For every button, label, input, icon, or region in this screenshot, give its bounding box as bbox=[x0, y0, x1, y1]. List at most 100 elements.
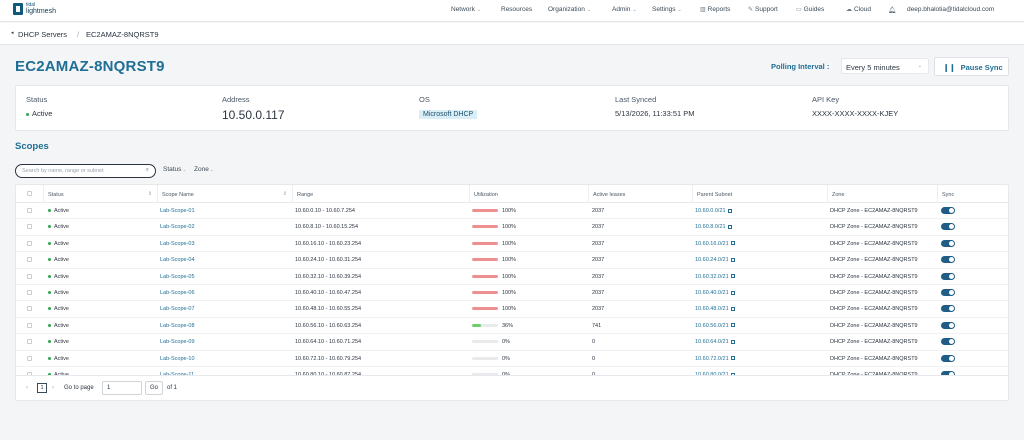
zone-filter[interactable]: Zone⌄ bbox=[194, 166, 214, 173]
row-checkbox[interactable] bbox=[27, 372, 32, 375]
scope-name-link[interactable]: Lab-Scope-10 bbox=[160, 355, 195, 362]
nav-reports[interactable]: ▥ Reports bbox=[700, 6, 730, 13]
table-row[interactable]: Active Lab-Scope-04 10.60.24.10 - 10.60.31… bbox=[16, 252, 1008, 269]
user-menu[interactable]: deep.bhalotia@tidalcloud.com bbox=[907, 6, 994, 13]
chevron-left-icon[interactable]: ◂ bbox=[11, 30, 14, 36]
scope-name-link[interactable]: Lab-Scope-05 bbox=[160, 273, 195, 280]
scope-name-link[interactable]: Lab-Scope-08 bbox=[160, 322, 195, 329]
sync-toggle[interactable] bbox=[941, 305, 955, 313]
row-status: Active bbox=[48, 224, 69, 230]
nav-settings[interactable]: Settings ⌄ bbox=[652, 6, 682, 13]
row-checkbox[interactable] bbox=[27, 322, 32, 328]
table-row[interactable]: Active Lab-Scope-10 10.60.72.10 - 10.60.79… bbox=[16, 351, 1008, 367]
nav-cloud[interactable]: ☁ Cloud bbox=[846, 6, 871, 13]
page-number[interactable]: 1 bbox=[37, 383, 47, 393]
scope-name-link[interactable]: Lab-Scope-07 bbox=[160, 306, 195, 313]
header-status[interactable]: Status ⇕ bbox=[43, 185, 157, 203]
parent-subnet-link[interactable]: 10.60.80.0/21 bbox=[695, 372, 735, 375]
parent-subnet-link[interactable]: 10.60.56.0/21 bbox=[695, 323, 735, 329]
scope-name-link[interactable]: Lab-Scope-09 bbox=[160, 339, 195, 346]
row-checkbox[interactable] bbox=[27, 240, 32, 246]
scope-name-link[interactable]: Lab-Scope-01 bbox=[160, 208, 195, 214]
sync-toggle[interactable] bbox=[941, 239, 955, 247]
row-checkbox[interactable] bbox=[27, 208, 32, 213]
parent-subnet-link[interactable]: 10.60.48.0/21 bbox=[695, 306, 735, 312]
bell-icon[interactable]: 🔔︎ bbox=[888, 7, 897, 14]
go-button[interactable]: Go bbox=[145, 381, 163, 395]
row-checkbox[interactable] bbox=[27, 290, 32, 295]
parent-subnet-link[interactable]: 10.60.24.0/21 bbox=[695, 257, 735, 263]
row-checkbox[interactable] bbox=[27, 306, 32, 312]
table-row[interactable]: Active Lab-Scope-05 10.60.32.10 - 10.60.39… bbox=[16, 269, 1008, 285]
scope-name-link[interactable]: Lab-Scope-03 bbox=[160, 240, 195, 247]
table-row[interactable]: Active Lab-Scope-01 10.60.0.10 - 10.60.7.2… bbox=[16, 203, 1008, 220]
row-status-text: Active bbox=[54, 339, 69, 346]
polling-interval-select[interactable]: Every 5 minutes ⌄ bbox=[841, 58, 929, 74]
sync-toggle[interactable] bbox=[941, 338, 955, 346]
chevron-left-icon[interactable]: ‹ bbox=[26, 385, 28, 391]
sync-toggle[interactable] bbox=[941, 289, 955, 296]
row-checkbox[interactable] bbox=[27, 257, 32, 263]
page-input[interactable]: 1 bbox=[102, 381, 142, 395]
utilization-bar bbox=[472, 258, 498, 262]
row-checkbox[interactable] bbox=[27, 224, 32, 230]
parent-subnet-link[interactable]: 10.60.0.0/21 bbox=[695, 208, 732, 214]
table-row[interactable]: Active Lab-Scope-09 10.60.64.10 - 10.60.71… bbox=[16, 334, 1008, 351]
breadcrumb-parent[interactable]: DHCP Servers bbox=[18, 30, 68, 39]
nav-admin[interactable]: Admin ⌄ bbox=[612, 6, 637, 13]
select-all-checkbox[interactable] bbox=[27, 191, 32, 196]
table-row[interactable]: Active Lab-Scope-08 10.60.56.10 - 10.60.63… bbox=[16, 318, 1008, 335]
parent-subnet-link[interactable]: 10.60.8.0/21 bbox=[695, 224, 732, 230]
utilization-bar bbox=[472, 373, 498, 375]
sync-toggle[interactable] bbox=[941, 354, 955, 362]
scope-name-link[interactable]: Lab-Scope-06 bbox=[160, 290, 195, 296]
pause-sync-button[interactable]: ❙❙ Pause Sync bbox=[934, 57, 1009, 76]
row-checkbox[interactable] bbox=[27, 273, 32, 279]
brand-logo[interactable]: tidal lightmesh bbox=[13, 3, 56, 15]
os-label: OS bbox=[419, 95, 430, 104]
table-row[interactable]: Active Lab-Scope-02 10.60.8.10 - 10.60.15.… bbox=[16, 219, 1008, 236]
sync-toggle[interactable] bbox=[941, 223, 955, 231]
sync-toggle[interactable] bbox=[941, 256, 955, 264]
nav-guides[interactable]: ▭ Guides bbox=[796, 6, 824, 13]
status-filter[interactable]: Status⌄ bbox=[163, 166, 186, 173]
status-dot bbox=[48, 373, 51, 375]
sync-toggle[interactable] bbox=[941, 207, 955, 214]
sync-toggle[interactable] bbox=[941, 321, 955, 329]
parent-subnet-link[interactable]: 10.60.32.0/21 bbox=[695, 274, 735, 280]
nav-resources-label: Resources bbox=[501, 6, 533, 13]
table-row[interactable]: Active Lab-Scope-11 10.60.80.10 - 10.60.87… bbox=[16, 367, 1008, 375]
row-checkbox[interactable] bbox=[27, 355, 32, 361]
nav-organization[interactable]: Organization ⌄ bbox=[548, 6, 591, 13]
chevron-right-icon[interactable]: › bbox=[52, 385, 54, 391]
utilization-bar bbox=[472, 291, 498, 294]
scopes-table: Status ⇕ Scope Name ⇕ Range Utilization Ac… bbox=[15, 184, 1009, 401]
utilization-fill bbox=[472, 241, 498, 245]
header-name[interactable]: Scope Name ⇕ bbox=[157, 185, 292, 203]
sync-toggle[interactable] bbox=[941, 371, 955, 375]
scope-range: 10.60.48.10 - 10.60.55.254 bbox=[295, 306, 362, 313]
scope-name-link[interactable]: Lab-Scope-04 bbox=[160, 257, 195, 264]
parent-subnet-link[interactable]: 10.60.72.0/21 bbox=[695, 356, 735, 362]
zone-name: DHCP Zone - EC2AMAZ-8NQRST9 bbox=[830, 322, 918, 329]
table-row[interactable]: Active Lab-Scope-07 10.60.48.10 - 10.60.55… bbox=[16, 301, 1008, 318]
pause-icon: ❙❙ bbox=[943, 63, 956, 72]
parent-subnet-link[interactable]: 10.60.64.0/21 bbox=[695, 339, 735, 345]
scope-name-link[interactable]: Lab-Scope-02 bbox=[160, 224, 195, 231]
external-link-icon bbox=[730, 241, 735, 246]
nav-network[interactable]: Network ⌄ bbox=[451, 6, 481, 13]
scope-search-input[interactable]: Search by name, range or subnet ⌕ bbox=[15, 164, 156, 178]
parent-subnet-link[interactable]: 10.60.16.0/21 bbox=[695, 241, 735, 247]
polling-value: Every 5 minutes bbox=[846, 63, 900, 72]
table-row[interactable]: Active Lab-Scope-06 10.60.40.10 - 10.60.47… bbox=[16, 285, 1008, 302]
os-value: Microsoft DHCP bbox=[419, 109, 478, 119]
nav-resources[interactable]: Resources bbox=[501, 6, 532, 13]
nav-support[interactable]: ✎ Support bbox=[748, 6, 778, 13]
parent-subnet-link[interactable]: 10.60.40.0/21 bbox=[695, 290, 735, 296]
active-leases: 741 bbox=[592, 322, 602, 329]
status-dot bbox=[48, 323, 51, 327]
scope-name-link[interactable]: Lab-Scope-11 bbox=[160, 372, 195, 375]
table-row[interactable]: Active Lab-Scope-03 10.60.16.10 - 10.60.23… bbox=[16, 236, 1008, 253]
sync-toggle[interactable] bbox=[941, 272, 955, 280]
row-checkbox[interactable] bbox=[27, 339, 32, 345]
